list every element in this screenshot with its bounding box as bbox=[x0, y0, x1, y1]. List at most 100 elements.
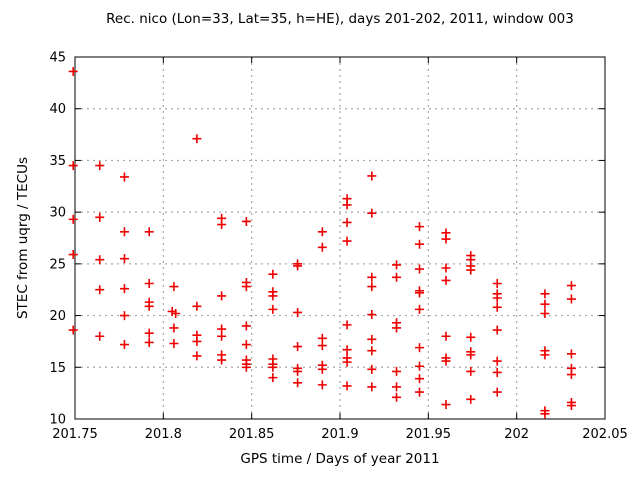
data-point bbox=[119, 254, 129, 264]
data-point bbox=[317, 341, 327, 351]
data-point bbox=[293, 342, 303, 352]
data-point bbox=[441, 263, 451, 273]
data-point bbox=[293, 261, 303, 271]
data-point bbox=[441, 400, 451, 410]
y-tick-label: 35 bbox=[49, 154, 66, 169]
data-point bbox=[342, 236, 352, 246]
data-point bbox=[217, 220, 227, 230]
x-tick-label: 201.8 bbox=[145, 427, 182, 442]
x-tick-label: 202 bbox=[504, 427, 529, 442]
data-point bbox=[466, 394, 476, 404]
data-point bbox=[268, 304, 278, 314]
data-point bbox=[95, 331, 105, 341]
chart-title: Rec. nico (Lon=33, Lat=35, h=HE), days 2… bbox=[106, 11, 574, 27]
data-point bbox=[293, 366, 303, 376]
data-point bbox=[144, 279, 154, 289]
data-point bbox=[119, 284, 129, 294]
y-tick-label: 20 bbox=[49, 309, 66, 324]
data-point bbox=[415, 387, 424, 397]
data-point bbox=[241, 362, 251, 372]
data-point bbox=[415, 239, 424, 249]
data-point bbox=[169, 338, 179, 348]
data-point bbox=[342, 217, 352, 227]
y-tick-label: 45 bbox=[49, 51, 66, 66]
x-tick-label: 201.95 bbox=[406, 427, 452, 442]
data-point bbox=[169, 282, 179, 292]
data-point bbox=[492, 387, 502, 397]
data-point bbox=[192, 336, 202, 346]
data-point bbox=[342, 345, 352, 355]
data-point bbox=[367, 334, 377, 344]
data-point bbox=[441, 356, 451, 366]
data-point bbox=[466, 350, 476, 360]
data-point bbox=[95, 255, 105, 265]
data-point bbox=[268, 362, 278, 372]
data-point bbox=[540, 289, 550, 299]
data-point bbox=[293, 378, 303, 388]
data-point bbox=[68, 66, 78, 76]
data-point bbox=[144, 301, 154, 311]
data-point bbox=[192, 301, 202, 311]
data-point bbox=[144, 227, 154, 237]
data-point bbox=[192, 134, 202, 144]
data-point bbox=[317, 242, 327, 252]
data-point bbox=[367, 310, 377, 320]
data-point bbox=[492, 356, 502, 366]
data-point bbox=[119, 172, 129, 182]
data-point bbox=[540, 350, 550, 360]
data-point bbox=[415, 222, 424, 232]
data-point bbox=[415, 264, 424, 274]
data-point bbox=[415, 361, 424, 371]
data-point bbox=[415, 288, 424, 298]
data-point bbox=[441, 275, 451, 285]
data-point bbox=[169, 323, 179, 333]
data-point bbox=[415, 304, 424, 314]
data-point bbox=[317, 380, 327, 390]
data-point bbox=[192, 351, 202, 361]
data-point bbox=[342, 357, 352, 367]
data-point bbox=[367, 282, 377, 292]
data-point bbox=[241, 321, 251, 331]
data-point bbox=[492, 302, 502, 312]
data-point bbox=[171, 309, 181, 319]
data-point bbox=[566, 281, 576, 291]
data-point bbox=[540, 299, 550, 309]
data-point bbox=[540, 309, 550, 319]
data-point bbox=[392, 272, 402, 282]
data-point bbox=[392, 323, 402, 333]
data-point bbox=[367, 382, 377, 392]
x-tick-label: 201.85 bbox=[229, 427, 275, 442]
x-axis-label: GPS time / Days of year 2011 bbox=[240, 451, 440, 467]
y-tick-label: 15 bbox=[49, 361, 66, 376]
data-point bbox=[342, 200, 352, 210]
data-point bbox=[95, 161, 105, 171]
data-point bbox=[144, 328, 154, 338]
data-point bbox=[317, 227, 327, 237]
data-point bbox=[492, 367, 502, 377]
data-point bbox=[367, 346, 377, 356]
data-point bbox=[241, 282, 251, 292]
data-point bbox=[441, 234, 451, 244]
data-point bbox=[392, 382, 402, 392]
data-point bbox=[367, 364, 377, 374]
y-tick-label: 30 bbox=[49, 206, 66, 221]
data-point bbox=[466, 332, 476, 342]
data-point bbox=[466, 366, 476, 376]
data-point bbox=[492, 325, 502, 335]
data-point bbox=[119, 311, 129, 321]
data-point bbox=[317, 364, 327, 374]
x-tick-label: 201.9 bbox=[321, 427, 358, 442]
x-tick-label: 202.05 bbox=[582, 427, 628, 442]
data-point bbox=[144, 337, 154, 347]
y-tick-label: 25 bbox=[49, 257, 66, 272]
data-point bbox=[119, 227, 129, 237]
data-point bbox=[367, 208, 377, 218]
data-point bbox=[392, 366, 402, 376]
data-point bbox=[241, 340, 251, 350]
data-point bbox=[68, 325, 78, 335]
data-point bbox=[342, 320, 352, 330]
data-point bbox=[68, 161, 78, 171]
data-point bbox=[367, 272, 377, 282]
data-point bbox=[466, 265, 476, 275]
